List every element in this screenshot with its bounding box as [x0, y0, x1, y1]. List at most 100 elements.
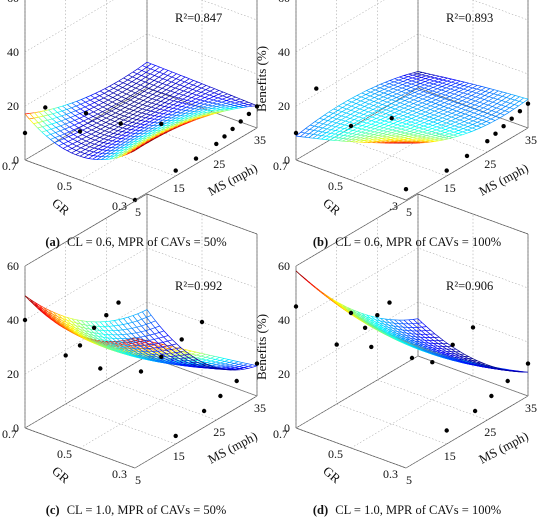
mesh-line — [132, 355, 137, 358]
mesh-line — [137, 142, 142, 144]
data-point — [22, 317, 28, 323]
mesh-line — [429, 82, 434, 85]
mesh-line — [95, 321, 100, 327]
mesh-line — [106, 113, 112, 116]
mesh-line — [388, 84, 394, 88]
mesh-line — [402, 120, 407, 124]
mesh-line — [151, 356, 157, 359]
mesh-line — [381, 105, 387, 109]
mesh-line — [456, 79, 461, 82]
mesh-line — [109, 85, 114, 89]
mesh-line — [89, 109, 94, 113]
data-point — [525, 101, 531, 106]
mesh-line — [442, 117, 447, 120]
mesh-line — [467, 124, 473, 127]
mesh-line — [459, 119, 465, 122]
mesh-line — [417, 136, 422, 139]
mesh-line — [405, 92, 411, 95]
mesh-line — [94, 99, 100, 103]
mesh-line — [126, 128, 132, 130]
mesh-line — [313, 129, 319, 132]
mesh-line — [137, 111, 142, 114]
mesh-line — [178, 354, 183, 357]
mesh-line — [70, 110, 76, 113]
mesh-line — [239, 102, 244, 105]
mesh-line — [79, 113, 85, 117]
mesh-line — [378, 98, 383, 101]
mesh-line — [81, 99, 86, 103]
data-point — [138, 369, 144, 374]
mesh-line — [108, 90, 114, 94]
mesh-line — [84, 157, 89, 159]
mesh-line — [131, 119, 137, 123]
mesh-line — [108, 129, 114, 133]
mesh-line — [438, 115, 443, 119]
mesh-line — [127, 118, 133, 122]
mesh-line — [439, 106, 445, 110]
mesh-line — [205, 366, 210, 369]
mesh-line — [244, 100, 249, 103]
mesh-line — [352, 97, 357, 100]
mesh-line — [210, 86, 215, 90]
mesh-line — [407, 110, 413, 114]
mesh-line — [329, 136, 335, 141]
mesh-line — [335, 126, 341, 129]
mesh-line — [168, 362, 173, 365]
mesh-line — [131, 333, 137, 338]
mesh-line — [480, 93, 485, 96]
surface-mesh — [295, 71, 529, 144]
mesh-line — [96, 122, 102, 126]
mesh-line — [118, 153, 123, 156]
mesh-line — [345, 116, 351, 119]
data-point — [254, 361, 260, 366]
mesh-line — [201, 355, 206, 358]
mesh-line — [451, 110, 457, 114]
data-point — [464, 153, 470, 159]
mesh-line — [432, 84, 438, 88]
mesh-line — [372, 112, 377, 115]
mesh-line — [131, 328, 137, 334]
mesh-line — [73, 331, 79, 335]
mesh-line — [454, 89, 460, 92]
mesh-line — [463, 82, 469, 86]
mesh-line — [162, 83, 167, 86]
mesh-line — [452, 135, 458, 138]
mesh-line — [382, 133, 388, 135]
mesh-line — [116, 100, 122, 105]
mesh-line — [28, 118, 34, 124]
mesh-line — [395, 104, 400, 108]
mesh-line — [418, 94, 424, 98]
mesh-line — [440, 97, 445, 100]
mesh-line — [43, 110, 49, 116]
mesh-line — [318, 130, 323, 133]
mesh-line — [209, 90, 215, 94]
mesh-line — [423, 94, 428, 98]
mesh-line — [148, 344, 154, 349]
y-tick-label: 0.5 — [57, 179, 72, 193]
mesh-line — [140, 81, 146, 86]
mesh-line — [149, 334, 155, 340]
mesh-line — [216, 364, 221, 367]
mesh-line — [218, 90, 224, 93]
mesh-line — [74, 120, 80, 124]
mesh-line — [41, 130, 47, 133]
mesh-line — [147, 127, 153, 132]
mesh-line — [199, 102, 204, 105]
mesh-line — [79, 329, 85, 334]
mesh-line — [463, 122, 469, 126]
mesh-line — [361, 126, 367, 130]
mesh-line — [428, 121, 434, 125]
mesh-line — [350, 111, 356, 115]
mesh-line — [461, 108, 466, 111]
mesh-line — [172, 339, 177, 345]
mesh-line — [387, 126, 393, 130]
mesh-line — [389, 114, 395, 117]
mesh-line — [101, 341, 107, 345]
mesh-line — [331, 126, 337, 130]
mesh-line — [428, 89, 433, 92]
mesh-line — [145, 68, 152, 73]
x-tick-label: 5 — [406, 205, 412, 219]
mesh-line — [355, 103, 361, 106]
mesh-line — [327, 120, 333, 123]
axes-box — [24, 193, 258, 469]
